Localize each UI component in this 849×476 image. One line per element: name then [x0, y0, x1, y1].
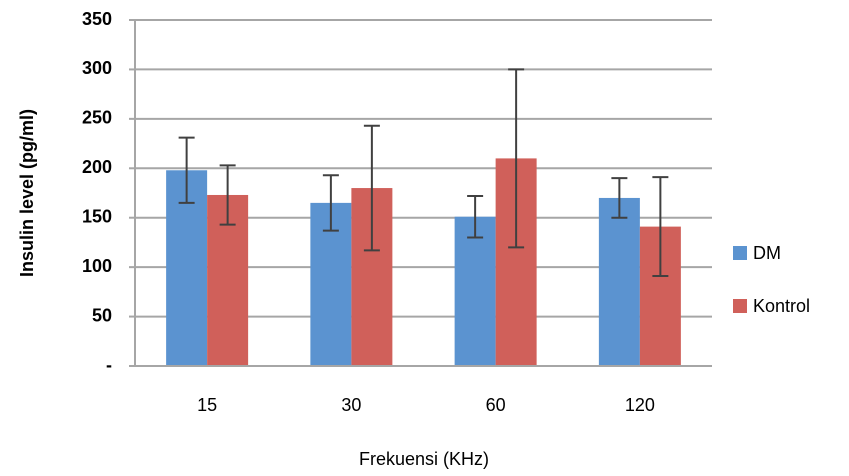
y-tick-label: 250	[82, 108, 112, 128]
x-tick-label: 120	[625, 395, 655, 415]
error-bar	[363, 124, 380, 252]
x-tick-label: 30	[341, 395, 361, 415]
y-axis-title: Insulin level (pg/ml)	[17, 109, 37, 277]
bar	[454, 216, 496, 366]
y-tick-label: -	[106, 355, 112, 375]
y-tick-label: 200	[82, 157, 112, 177]
y-tick-label: 350	[82, 9, 112, 29]
y-tick-label: 50	[92, 305, 112, 325]
error-bar	[467, 194, 484, 239]
error-bar	[508, 68, 525, 249]
legend-swatch	[733, 246, 747, 260]
error-bar	[652, 176, 669, 278]
x-tick-label: 60	[486, 395, 506, 415]
x-tick-label: 15	[197, 395, 217, 415]
y-tick-label: 300	[82, 58, 112, 78]
error-bar	[178, 136, 195, 204]
error-bar	[611, 177, 628, 219]
y-tick-label: 150	[82, 206, 112, 226]
legend-label: Kontrol	[753, 296, 810, 316]
x-axis-title: Frekuensi (KHz)	[359, 449, 489, 469]
error-bar	[219, 164, 236, 226]
error-bar	[322, 174, 339, 232]
bar	[598, 197, 640, 366]
legend-label: DM	[753, 243, 781, 263]
y-tick-label: 100	[82, 256, 112, 276]
legend-swatch	[733, 299, 747, 313]
